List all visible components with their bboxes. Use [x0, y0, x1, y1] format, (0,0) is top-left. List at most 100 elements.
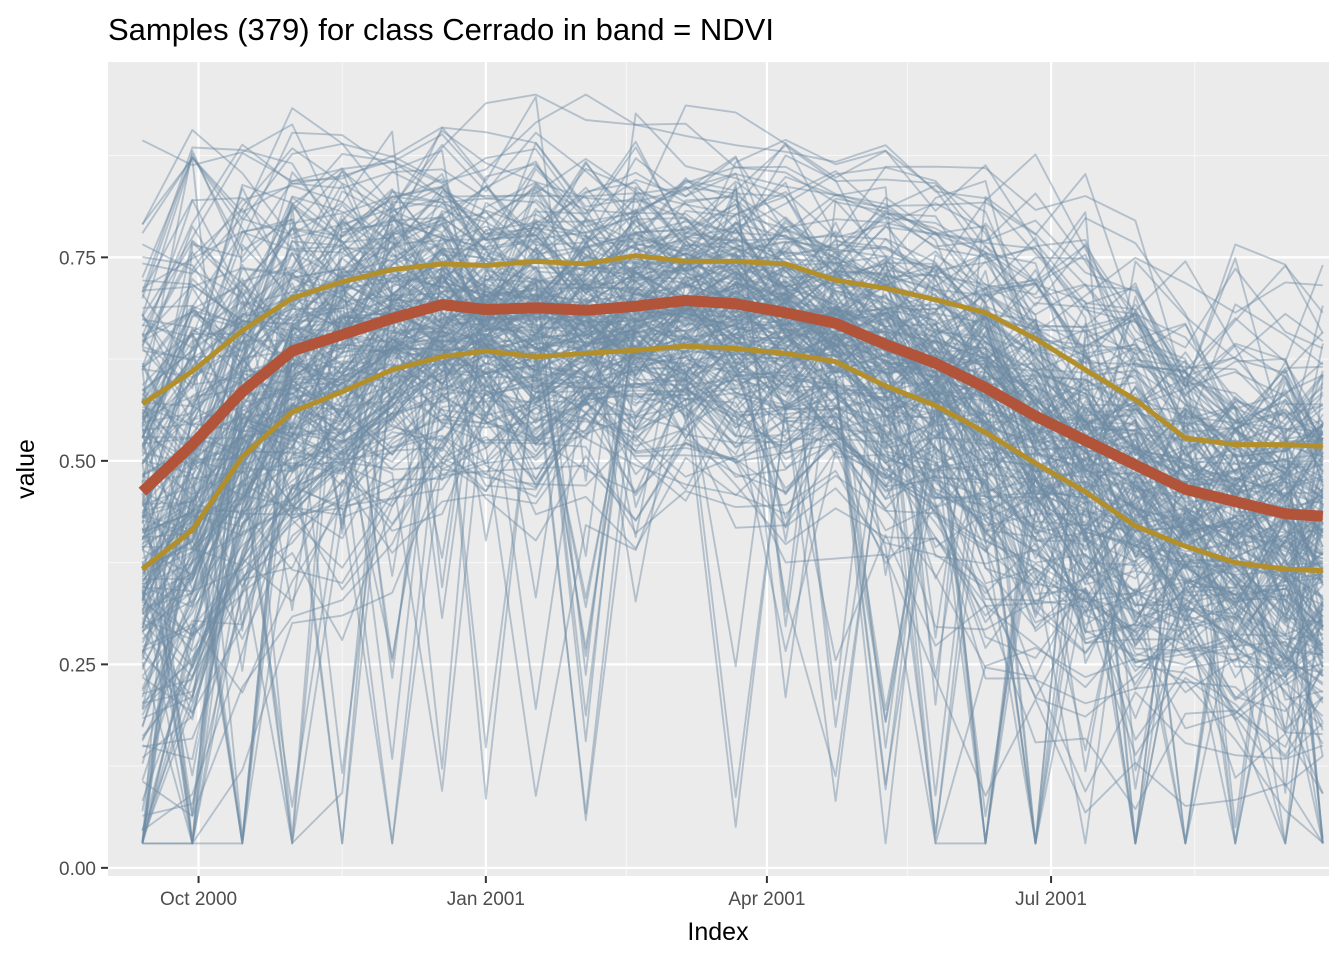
sample-line — [141, 240, 1324, 676]
sample-line — [141, 301, 1324, 845]
sample-line — [141, 261, 1324, 629]
sample-line — [142, 309, 1324, 840]
sample-line — [141, 293, 1324, 646]
sample-line — [141, 398, 1324, 844]
sample-line — [141, 347, 1324, 723]
sample-line — [141, 196, 1324, 845]
sample-line — [141, 291, 1324, 631]
q25-line — [140, 343, 1323, 574]
axes: 0.00 0.25 0.50 0.75 Oct 2000 Jan 2001 Apr 2001… — [59, 248, 1087, 910]
sample-line — [141, 285, 1324, 800]
sample-line — [141, 141, 1324, 390]
sample-line — [141, 240, 1324, 845]
sample-line — [141, 95, 1324, 829]
sample-line — [142, 186, 1324, 613]
sample-line — [141, 181, 1323, 501]
sample-line — [142, 144, 1324, 381]
sample-line — [141, 379, 1324, 781]
plot-panel — [108, 62, 1329, 876]
sample-line — [141, 287, 1324, 845]
sample-line — [141, 266, 1324, 588]
sample-line — [141, 302, 1324, 752]
sample-line — [142, 107, 1324, 665]
chart-title: Samples (379) for class Cerrado in band … — [108, 12, 774, 47]
sample-line — [141, 307, 1324, 616]
sample-line — [142, 295, 1323, 650]
sample-line — [141, 254, 1324, 845]
sample-line — [142, 243, 1324, 845]
sample-line — [141, 287, 1324, 654]
sample-line — [141, 185, 1324, 845]
sample-line — [141, 160, 1324, 706]
sample-line — [142, 157, 1324, 458]
sample-line — [141, 357, 1324, 759]
q75-line — [141, 253, 1323, 449]
sample-line — [141, 421, 1323, 845]
x-tick-label: Apr 2001 — [728, 889, 805, 910]
sample-line — [141, 195, 1324, 559]
sample-line — [141, 277, 1323, 845]
sample-line — [141, 374, 1324, 668]
sample-line — [141, 220, 1324, 840]
sample-line — [142, 377, 1324, 792]
sample-line — [141, 267, 1324, 602]
sample-line — [141, 148, 1323, 335]
sample-line — [141, 169, 1323, 482]
sample-line — [141, 306, 1324, 679]
sample-line — [141, 129, 1324, 410]
sample-line — [141, 347, 1324, 607]
median-line — [138, 295, 1324, 522]
sample-line — [141, 277, 1324, 749]
sample-line — [141, 245, 1324, 845]
sample-line — [141, 218, 1324, 532]
sample-line — [141, 344, 1324, 714]
sample-line — [142, 236, 1324, 842]
sample-line — [141, 157, 1324, 632]
sample-line — [141, 190, 1324, 844]
sample-line — [141, 318, 1324, 633]
x-tick-label: Jul 2001 — [1015, 889, 1087, 910]
sample-line — [142, 301, 1324, 845]
sample-line — [141, 225, 1324, 599]
sample-line — [141, 285, 1324, 603]
sample-line — [141, 322, 1324, 731]
sample-line — [141, 219, 1324, 474]
sample-line — [142, 279, 1324, 623]
grid-layer — [108, 62, 1329, 876]
sample-line — [141, 247, 1324, 760]
sample-line — [141, 186, 1324, 639]
sample-line — [141, 318, 1324, 764]
sample-line — [142, 275, 1324, 554]
sample-line — [141, 207, 1324, 679]
sample-line — [141, 270, 1324, 550]
sample-line — [141, 259, 1324, 653]
sample-line — [142, 233, 1324, 743]
sample-line — [141, 261, 1324, 544]
sample-line — [141, 215, 1324, 794]
sample-line — [141, 226, 1324, 620]
sample-line — [141, 298, 1324, 723]
sample-line — [142, 305, 1324, 845]
sample-line — [141, 183, 1324, 541]
sample-line — [141, 213, 1324, 778]
sample-line — [141, 360, 1324, 845]
sample-line — [141, 195, 1324, 498]
sample-line — [142, 198, 1324, 844]
summary-lines — [138, 253, 1324, 574]
sample-line — [141, 304, 1324, 653]
sample-line — [142, 307, 1324, 641]
sample-line — [141, 299, 1323, 774]
sample-line — [141, 283, 1324, 604]
sample-line — [141, 173, 1324, 500]
sample-line — [141, 190, 1324, 498]
sample-line — [141, 391, 1324, 843]
sample-line — [141, 93, 1324, 434]
sample-line — [142, 185, 1324, 557]
sample-line — [141, 171, 1323, 486]
sample-line — [141, 307, 1324, 723]
sample-line — [141, 281, 1324, 845]
x-tick-label: Oct 2000 — [160, 889, 237, 910]
sample-line — [141, 156, 1324, 476]
sample-line — [141, 368, 1324, 845]
